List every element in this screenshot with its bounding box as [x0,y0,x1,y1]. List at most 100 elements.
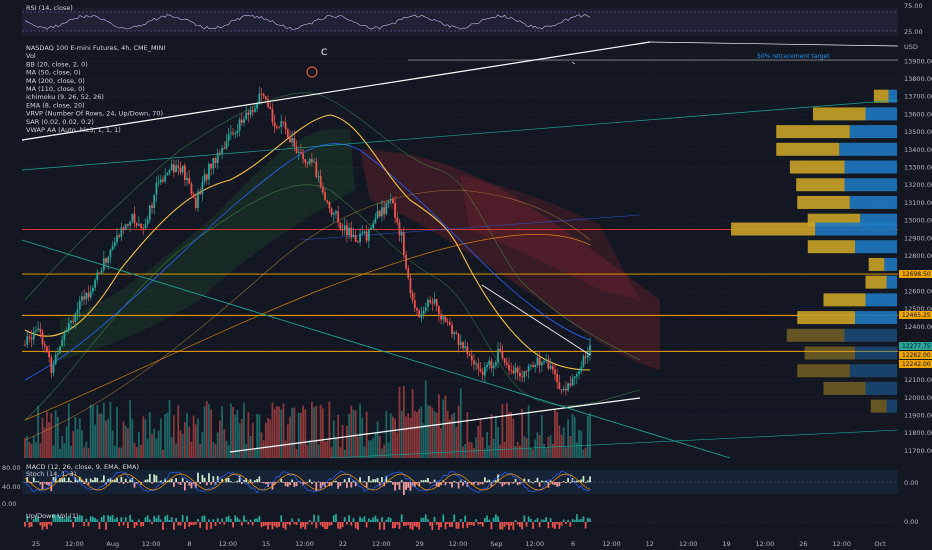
legend-item[interactable]: BB (20, close, 2, 0) [26,60,88,68]
updown-bar [567,519,570,522]
macd-bar [396,482,399,485]
volume-bar [151,434,153,458]
vrvp-down [865,381,897,395]
y-tick-label: 12600.00 [904,288,932,296]
updown-bar [455,522,458,529]
candle-body [65,330,68,333]
updown-label: Up/Down Vol (1) [26,512,79,520]
macd-bar [100,480,103,483]
updown-bar [444,522,447,530]
volume-bar [383,444,386,458]
macd-bar [538,482,541,487]
updown-bar [105,522,107,530]
candle-body [238,119,241,131]
candle-body [302,153,305,160]
candle-body [459,342,462,345]
volume-bar [335,438,337,458]
candle-body [109,249,112,258]
candle-body [234,133,237,135]
updown-bar [43,522,46,527]
volume-bar [444,395,447,458]
macd-bar [508,482,510,486]
updown-bar [453,514,456,522]
volume-bar [74,416,77,458]
candle-body [396,217,399,223]
volume-bar [254,448,256,458]
updown-bar [396,522,399,525]
updown-bar [427,519,429,522]
price-axis[interactable]: 13900.00 13800.00 13700.00 13600.00 13500.00… [904,57,932,455]
macd-bar [483,477,486,483]
updown-bar [363,516,366,522]
legend-item[interactable]: MA (200, close, 0) [26,77,85,85]
candle-body [205,174,208,180]
candle-body [536,357,539,365]
stoch-k-line [24,470,591,494]
updown-bar [501,522,504,530]
candle-body [348,227,351,236]
macd-bar [120,476,123,483]
vrvp-down [886,399,897,413]
volume-bar [282,403,285,458]
volume-bar [179,430,182,458]
legend-item[interactable]: Ichimoku (9, 26, 52, 26) [26,93,104,101]
candle-body [271,109,274,123]
y-tick-label: 12500.00 [904,305,932,313]
legend-item[interactable]: SAR (0.02, 0.02, 0.2) [26,118,94,126]
candle-body [56,353,59,355]
volume-bar [310,401,313,458]
updown-bar [264,522,267,526]
candle-body [153,194,156,208]
volume-bar [317,444,320,458]
vrvp-down [849,195,897,209]
updown-bar [481,522,484,527]
updown-bar [519,522,521,527]
updown-bar [545,517,548,522]
volume-bar [319,404,322,458]
updown-bar [348,515,351,522]
volume-bar [573,416,576,458]
legend-item[interactable]: MA (50, close, 0) [26,69,81,77]
legend-item[interactable]: NASDAQ 100 E-mini Futures, 4h, CME_MINI [26,44,165,52]
updown-bar [488,519,491,522]
updown-bar [457,522,460,529]
vrvp-down [844,328,897,342]
updown-bar [183,522,186,529]
volume-bar [455,427,458,458]
updown-bar [402,522,405,526]
candle-body [464,346,467,349]
updown-bar [78,515,81,522]
volume-bar [457,405,460,458]
volume-bar [205,401,208,458]
updown-bar [269,522,272,525]
volume-bar [269,419,272,458]
candle-body [212,158,215,169]
volume-bar [413,410,416,458]
macd-bar [102,475,105,483]
updown-bar [286,522,289,525]
updown-bar [536,518,539,522]
time-axis[interactable]: 25 12:00 Aug 12:00 8 12:00 15 12:00 22 12:00 29 12:… [32,540,886,548]
legend-item[interactable]: VWAP AA (Auto, hlc3, 1, 1, 1) [26,126,121,134]
macd-bar [43,482,46,484]
volume-bar [146,438,149,458]
updown-bar [422,517,425,522]
candle-body [124,224,127,231]
target-label: 50% retracement target [757,53,830,60]
macd-bar [41,482,44,490]
legend-item[interactable]: MA (110, close, 0) [26,85,85,93]
updown-bar [527,516,530,522]
legend-item[interactable]: EMA (8, close, 20) [26,101,85,109]
volume-bar [256,413,259,458]
legend-item[interactable]: Vol [26,52,36,60]
volume-bar [367,440,370,458]
updown-bar [549,518,552,522]
candle-body [527,366,530,372]
macd-bar [481,482,484,485]
updown-bar [45,522,48,530]
legend-item[interactable]: VRVP (Number Of Rows, 24, Up/Down, 70) [26,110,163,118]
candle-body [83,296,86,300]
updown-bar [199,522,202,528]
x-tick-label: Oct [874,540,886,548]
